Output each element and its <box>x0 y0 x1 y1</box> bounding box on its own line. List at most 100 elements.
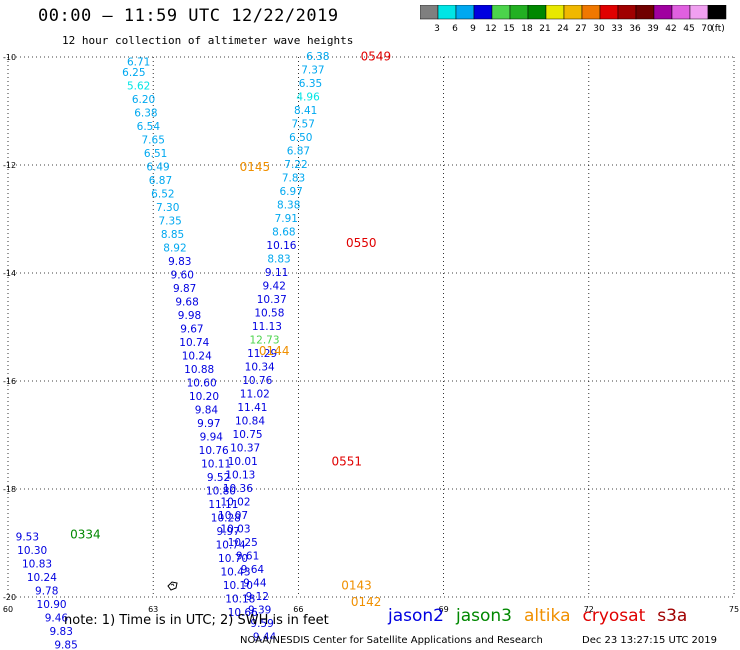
wave-height-value: 9.12 <box>246 591 269 603</box>
wave-height-value: 10.28 <box>211 513 241 525</box>
x-tick-label: 72 <box>584 605 594 614</box>
wave-height-value: 12.73 <box>249 335 279 347</box>
colorbar-tick-label: 39 <box>647 24 659 34</box>
island-shape <box>167 581 178 591</box>
wave-height-value: 6.49 <box>146 162 169 174</box>
wave-height-value: 10.30 <box>17 545 47 557</box>
wave-height-value: 9.46 <box>45 613 69 625</box>
wave-height-value: 10.58 <box>254 308 284 320</box>
wave-height-value: 11.11 <box>208 499 238 511</box>
wave-height-value: 9.84 <box>195 405 219 417</box>
y-tick-label: -18 <box>3 485 16 494</box>
wave-height-value: 6.54 <box>137 121 161 133</box>
wave-height-value: 7.37 <box>301 65 324 77</box>
wave-height-value: 6.87 <box>149 175 172 187</box>
wave-height-value: 9.94 <box>200 432 224 444</box>
wave-height-value: 9.98 <box>178 310 201 322</box>
y-tick-label: -20 <box>3 593 16 602</box>
wave-height-value: 10.01 <box>228 456 258 468</box>
y-tick-label: -10 <box>3 53 16 62</box>
wave-height-value: 8.83 <box>267 254 290 266</box>
wave-height-value: 10.11 <box>201 459 231 471</box>
colorbar-tick-label: 33 <box>611 24 622 34</box>
footer-timestamp: Dec 23 13:27:15 UTC 2019 <box>582 635 717 646</box>
wave-height-value: 8.38 <box>277 200 300 212</box>
wave-height-value: 10.36 <box>223 483 253 495</box>
wave-height-value: 10.07 <box>218 510 248 522</box>
wave-height-value: 10.74 <box>179 337 209 349</box>
wave-height-value: 9.97 <box>197 418 220 430</box>
x-tick-label: 60 <box>3 605 13 614</box>
wave-height-value: 10.83 <box>22 559 52 571</box>
wave-height-observations: 6.716.255.626.206.386.547.656.516.496.87… <box>16 51 330 650</box>
wave-height-value: 8.85 <box>161 229 184 241</box>
wave-height-value: 8.68 <box>272 227 295 239</box>
satellite-legend-item: s3a <box>657 606 688 626</box>
page-title: 00:00 – 11:59 UTC 12/22/2019 <box>38 6 339 26</box>
pass-time-label: 0145 <box>240 160 271 174</box>
colorbar-legend: 3 6 9 12 15 18 21 24 27 30 33 36 39 42 45 70(ft) <box>420 5 727 34</box>
wave-height-value: 7.83 <box>282 173 305 185</box>
pass-time-label: 0142 <box>351 595 382 609</box>
pass-time-label: 0334 <box>70 527 101 541</box>
wave-height-value: 9.52 <box>207 472 230 484</box>
wave-height-value: 9.11 <box>265 267 288 279</box>
x-tick-label: 75 <box>729 605 739 614</box>
wave-height-value: 6.50 <box>289 132 312 144</box>
colorbar-tick-label: 42 <box>665 24 676 34</box>
satellite-legend-item: cryosat <box>582 606 646 626</box>
y-tick-label: -16 <box>3 377 16 386</box>
page-subtitle: 12 hour collection of altimeter wave hei… <box>62 34 354 47</box>
wave-height-value: 10.37 <box>257 294 287 306</box>
wave-height-value: 10.88 <box>184 364 214 376</box>
wave-height-value: 9.64 <box>241 564 265 576</box>
wave-height-value: 10.74 <box>216 540 246 552</box>
wave-height-value: 10.20 <box>189 391 219 403</box>
wave-height-value: 10.43 <box>220 567 250 579</box>
wave-height-value: 10.13 <box>225 470 255 482</box>
colorbar-tick-label: 24 <box>557 24 569 34</box>
wave-height-value: 6.97 <box>279 186 302 198</box>
wave-height-value: 6.35 <box>299 78 322 90</box>
wave-height-value: 10.76 <box>242 375 272 387</box>
satellite-legend-item: altika <box>524 606 571 626</box>
wave-height-value: 6.38 <box>134 108 157 120</box>
wave-height-value: 10.16 <box>266 240 296 252</box>
wave-height-value: 9.53 <box>16 532 39 544</box>
colorbar-tick-label: 3 <box>434 24 440 34</box>
wave-height-value: 7.65 <box>142 135 165 147</box>
wave-height-value: 11.41 <box>237 402 267 414</box>
wave-height-value: 10.10 <box>223 580 253 592</box>
wave-height-value: 7.35 <box>158 216 181 228</box>
colorbar-tick-label: 27 <box>575 24 586 34</box>
pass-time-labels: 0549 0145 0550 0144 0551 0334 0143 0142 <box>70 50 391 609</box>
colorbar-tick-label: 18 <box>521 24 533 34</box>
wave-height-value: 7.57 <box>292 119 315 131</box>
wave-height-value: 6.71 <box>127 56 150 68</box>
wave-height-value: 9.87 <box>173 283 196 295</box>
wave-height-value: 6.38 <box>306 51 329 63</box>
pass-time-label: 0550 <box>346 236 377 250</box>
wave-height-value: 10.25 <box>228 537 258 549</box>
wave-height-value: 9.42 <box>263 281 286 293</box>
colorbar-tick-label: 45 <box>683 24 694 34</box>
wave-height-value: 6.25 <box>122 67 145 79</box>
footer-note: note: 1) Time is in UTC; 2) SWH is in fe… <box>64 613 329 628</box>
colorbar-tick-label: (ft) <box>711 24 725 34</box>
x-tick-label: 69 <box>439 605 449 614</box>
wave-height-value: 10.02 <box>220 497 250 509</box>
wave-height-value: 9.83 <box>50 626 73 638</box>
wave-height-value: 6.87 <box>287 146 310 158</box>
wave-height-value: 9.83 <box>168 256 191 268</box>
satellite-legend: jason2 jason3 altika cryosat s3a <box>388 606 699 626</box>
wave-height-value: 7.22 <box>284 159 307 171</box>
wave-height-value: 10.18 <box>225 594 255 606</box>
colorbar-tick-label: 30 <box>593 24 605 34</box>
colorbar-swatch <box>707 5 727 20</box>
satellite-legend-item: jason3 <box>456 606 512 626</box>
wave-height-value: 9.68 <box>175 297 198 309</box>
wave-height-value: 10.24 <box>27 572 57 584</box>
wave-height-value: 10.84 <box>235 416 265 428</box>
wave-height-value: 9.78 <box>35 586 58 598</box>
wave-height-value: 10.76 <box>199 445 229 457</box>
